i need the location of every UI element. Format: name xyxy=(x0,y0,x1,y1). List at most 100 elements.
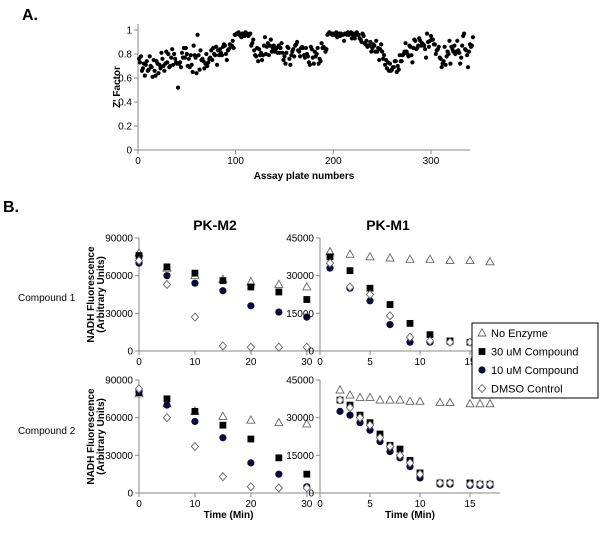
data-point xyxy=(274,279,284,288)
data-point xyxy=(206,60,211,65)
data-point xyxy=(190,69,195,75)
x-tick-label: 100 xyxy=(227,156,244,167)
data-point xyxy=(485,256,495,266)
chart-3: 0 15000 30000 45000 0 5 10 15 xyxy=(286,234,500,368)
data-point xyxy=(219,434,227,442)
data-point xyxy=(385,252,395,262)
data-point xyxy=(302,418,312,428)
data-point xyxy=(375,394,385,404)
y-tick-label: 45000 xyxy=(286,376,314,387)
data-point xyxy=(183,45,188,51)
x-tick-label: 10 xyxy=(189,499,201,510)
data-point xyxy=(395,394,405,404)
data-point xyxy=(372,43,377,48)
data-point xyxy=(438,56,443,61)
data-point xyxy=(396,67,401,72)
data-point xyxy=(173,56,178,61)
x-tick-label: 30 xyxy=(301,499,313,510)
data-point xyxy=(159,50,164,55)
data-point xyxy=(307,62,312,67)
data-point xyxy=(191,407,199,415)
data-point xyxy=(287,56,292,61)
data-point xyxy=(213,53,218,58)
data-point xyxy=(275,308,283,316)
data-point xyxy=(191,269,199,277)
y-axis-title: NADH Fluorescence(Arbitrary Units) xyxy=(86,388,107,485)
data-point xyxy=(445,255,455,265)
data-point xyxy=(366,297,374,305)
data-point xyxy=(346,267,354,275)
data-point xyxy=(341,38,347,43)
x-tick-label: 300 xyxy=(423,156,440,167)
x-tick-label: 0 xyxy=(317,357,323,368)
y-tick-label: 0.2 xyxy=(118,122,132,133)
x-tick-label: 20 xyxy=(245,357,257,368)
data-point xyxy=(162,412,172,423)
data-point xyxy=(375,49,380,54)
data-point xyxy=(247,459,255,467)
data-point xyxy=(149,65,154,70)
data-point xyxy=(254,54,259,59)
x-tick-label: 15 xyxy=(464,499,476,510)
data-point xyxy=(217,47,223,52)
data-point xyxy=(432,42,437,47)
data-point xyxy=(460,43,465,48)
data-point xyxy=(219,421,227,429)
data-point xyxy=(282,54,287,59)
data-point xyxy=(335,395,345,405)
data-point xyxy=(314,51,319,57)
data-point xyxy=(399,59,404,64)
data-point xyxy=(300,45,306,51)
data-point xyxy=(138,54,144,59)
data-point xyxy=(292,54,297,59)
data-point xyxy=(262,35,268,40)
data-point xyxy=(445,478,455,488)
data-point xyxy=(364,38,369,43)
data-point xyxy=(470,35,476,40)
y-tick-label: 30000 xyxy=(105,451,133,462)
data-point xyxy=(222,43,228,48)
data-point xyxy=(433,51,438,57)
series-4 xyxy=(335,395,495,489)
data-point xyxy=(195,32,200,37)
data-point xyxy=(259,57,265,63)
data-point xyxy=(303,313,311,321)
data-point xyxy=(214,44,219,49)
data-point xyxy=(137,60,143,65)
data-point xyxy=(391,65,396,70)
data-point xyxy=(250,41,255,46)
data-point xyxy=(430,37,435,42)
data-point xyxy=(184,51,189,57)
data-point xyxy=(352,36,357,41)
y-tick-label: 0 xyxy=(308,347,314,358)
legend-label: 30 uM Compound xyxy=(491,347,578,359)
data-point xyxy=(324,47,329,52)
data-point xyxy=(268,37,273,42)
x-tick-label: 0 xyxy=(317,499,323,510)
data-point xyxy=(163,401,171,409)
data-point xyxy=(305,54,311,59)
data-point xyxy=(163,263,171,271)
data-point xyxy=(426,44,432,49)
legend-marker-circle xyxy=(478,366,486,374)
data-point xyxy=(288,62,293,67)
data-point xyxy=(415,396,425,405)
data-point xyxy=(165,60,170,65)
data-point xyxy=(275,454,283,462)
data-point xyxy=(315,45,320,51)
data-point xyxy=(485,398,495,408)
data-point xyxy=(386,301,394,308)
data-point xyxy=(385,311,395,321)
data-point xyxy=(163,272,171,280)
data-point xyxy=(466,49,472,54)
data-point xyxy=(143,62,148,67)
data-point xyxy=(247,435,255,443)
chart-1: 0 0.2 0.4 0.6 0.8 1 0 100 200 300 Assay plate numb… xyxy=(112,24,476,182)
x-tick-label: 30 xyxy=(301,357,313,368)
data-point xyxy=(355,392,365,402)
data-point xyxy=(277,50,282,55)
data-point xyxy=(361,33,366,39)
y-tick-label: 60000 xyxy=(105,413,133,424)
data-point xyxy=(162,68,167,73)
